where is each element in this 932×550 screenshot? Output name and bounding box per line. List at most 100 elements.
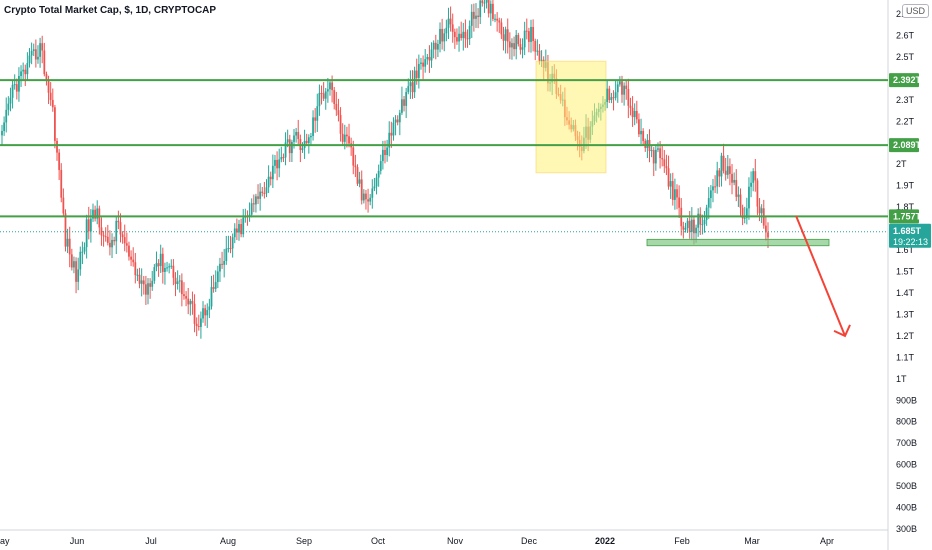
support-zone[interactable] <box>646 238 830 247</box>
candle-body <box>28 55 31 63</box>
candle-body <box>718 170 721 177</box>
candle-body <box>187 298 190 305</box>
candle-body <box>92 209 94 219</box>
candle-body <box>760 208 763 214</box>
candle-body <box>288 139 291 154</box>
candle-body <box>720 155 723 177</box>
level-tag-label: 1.757T <box>893 211 922 221</box>
candle-body <box>191 300 194 304</box>
price-tick-label: 1.8T <box>896 202 915 212</box>
candle-body <box>151 280 154 287</box>
candle-body <box>500 22 503 35</box>
candle-body <box>54 107 56 141</box>
time-tick-label: Sep <box>296 536 312 546</box>
candle-body <box>231 237 234 249</box>
candle-body <box>523 30 526 48</box>
candle-body <box>219 263 221 272</box>
candle-body <box>70 254 73 268</box>
candle-body <box>714 186 716 188</box>
price-tick-label: 400B <box>896 503 917 513</box>
candle-body <box>614 92 617 98</box>
candle-body <box>339 115 342 134</box>
candle-body <box>669 181 672 187</box>
time-tick-label: Jul <box>145 536 157 546</box>
candle-body <box>621 81 623 95</box>
candle-body <box>153 267 156 281</box>
candle-body <box>104 236 107 238</box>
candle-body <box>113 239 116 242</box>
candle-body <box>703 220 706 225</box>
candle-body <box>41 43 44 51</box>
candle-body <box>417 63 420 78</box>
candle-body <box>159 253 162 267</box>
candle-body <box>142 280 145 285</box>
candle-body <box>492 3 494 19</box>
candle-body <box>466 38 469 40</box>
candle-body <box>64 213 67 247</box>
candle-body <box>134 262 137 276</box>
candle-body <box>155 263 158 268</box>
candle-body <box>337 110 340 116</box>
candle-body <box>631 107 634 118</box>
candle-body <box>411 82 414 93</box>
time-tick-label: Feb <box>674 536 690 546</box>
candle-body <box>136 274 139 276</box>
level-tag <box>889 73 919 88</box>
candle-body <box>261 191 264 194</box>
candle-body <box>638 119 640 135</box>
candle-body <box>646 139 649 148</box>
price-tick-label: 300B <box>896 524 917 534</box>
candle-body <box>709 190 712 199</box>
candle-body <box>242 217 245 235</box>
candle-body <box>354 165 357 168</box>
candle-body <box>731 173 733 183</box>
candle-body <box>390 132 393 136</box>
candle-body <box>748 186 750 209</box>
candle-body <box>96 208 99 219</box>
candle-body <box>741 207 744 219</box>
candle-body <box>51 99 54 108</box>
candle-body <box>356 167 359 184</box>
candle-body <box>659 148 661 159</box>
candle-body <box>9 97 12 104</box>
candle-body <box>45 74 48 80</box>
candle-body <box>13 84 16 86</box>
price-axis: 2.7T2.6T2.5T2.4T2.3T2.2T2.1T2T1.9T1.8T1.… <box>889 9 931 534</box>
candle-body <box>464 31 467 39</box>
candle-body <box>420 62 422 64</box>
current-price-label: 1.685T <box>893 226 922 236</box>
candle-body <box>286 139 289 143</box>
candle-body <box>185 296 187 299</box>
price-tick-label: 1.5T <box>896 267 915 277</box>
candle-body <box>125 243 128 246</box>
candle-body <box>453 31 456 38</box>
candle-body <box>379 161 382 171</box>
candle-body <box>663 159 666 167</box>
currency-button[interactable]: USD <box>902 4 930 18</box>
price-tick-label: 800B <box>896 417 917 427</box>
candle-body <box>130 256 132 260</box>
candle-body <box>60 169 63 198</box>
candle-body <box>409 82 412 87</box>
candle-body <box>161 253 164 272</box>
candle-body <box>98 208 101 228</box>
projection-arrow[interactable] <box>795 215 846 337</box>
candle-body <box>58 152 61 170</box>
candle-body <box>726 166 729 175</box>
candle-body <box>618 81 621 85</box>
candle-body <box>458 33 460 42</box>
candle-body <box>415 70 418 78</box>
consolidation-box[interactable] <box>535 60 607 174</box>
candle-body <box>483 2 486 4</box>
time-tick-label: Aug <box>220 536 236 546</box>
candle-body <box>259 191 262 199</box>
price-tick-label: 1.1T <box>896 352 915 362</box>
candle-body <box>625 85 628 89</box>
candle-body <box>49 92 52 100</box>
candle-body <box>447 18 450 28</box>
candle-body <box>606 88 609 102</box>
candle-body <box>229 248 232 250</box>
candle-body <box>293 135 295 142</box>
candle-body <box>608 88 611 101</box>
